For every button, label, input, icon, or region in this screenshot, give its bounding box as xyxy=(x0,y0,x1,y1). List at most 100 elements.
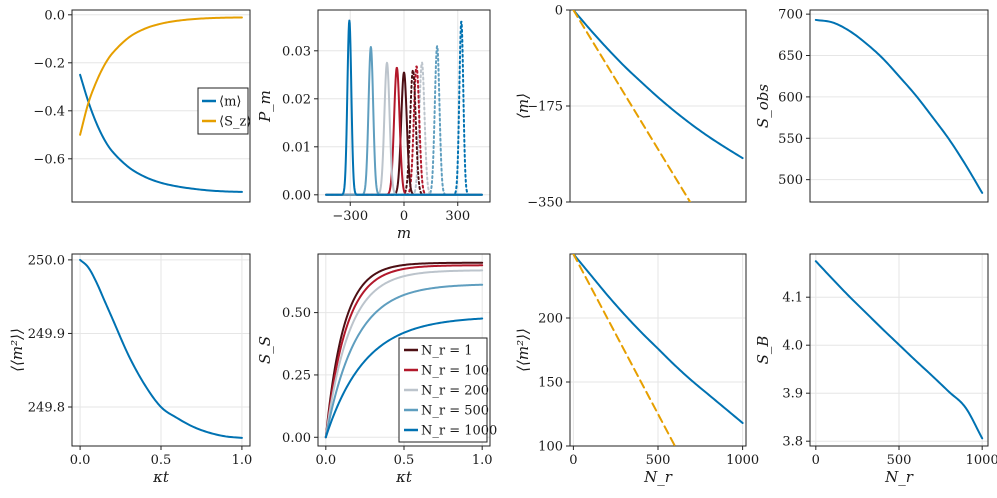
panel-pm-distributions: 0.00 0.01 0.02 0.03 −300 0 300 m P_m xyxy=(256,9,491,242)
x-tick-label: 1000 xyxy=(966,453,997,468)
legend-entry: ⟨S_z⟩ xyxy=(219,115,251,130)
plot-area xyxy=(814,18,984,194)
legend-entry: N_r = 500 xyxy=(421,404,489,419)
y-tick-label: −175 xyxy=(527,100,563,115)
y-axis-label: S_B xyxy=(754,336,772,365)
series-line xyxy=(79,258,243,439)
axes-frame xyxy=(809,253,989,447)
y-tick-label: 200 xyxy=(538,312,563,327)
y-axis-label: P_m xyxy=(256,90,274,123)
x-axis-label: N_r xyxy=(884,468,914,486)
x-tick-label: 0.0 xyxy=(315,453,336,468)
y-tick-label: 500 xyxy=(778,173,803,188)
x-tick-label: 1000 xyxy=(726,453,759,468)
y-tick-label: 4.1 xyxy=(782,291,803,306)
legend-entry: N_r = 1 xyxy=(421,344,473,359)
y-tick-label: 249.9 xyxy=(28,327,65,342)
plot-area xyxy=(79,258,243,439)
gridlines xyxy=(570,9,746,203)
x-tick-label: 0 xyxy=(569,453,577,468)
legend-entry: N_r = 100 xyxy=(421,364,489,379)
axes-frame xyxy=(71,253,251,447)
x-tick-label: 0 xyxy=(812,453,820,468)
legend-entry: ⟨m⟩ xyxy=(219,95,241,110)
plot-area xyxy=(572,10,744,202)
y-axis-label: ⟨m⟩ xyxy=(514,93,532,119)
y-tick-label: 600 xyxy=(778,90,803,105)
legend: ⟨m⟩ ⟨S_z⟩ xyxy=(197,87,251,135)
axes-frame xyxy=(569,253,747,447)
series-line xyxy=(572,10,692,202)
axes-frame xyxy=(317,253,491,447)
x-axis-label: m xyxy=(397,224,411,242)
y-tick-label: 3.9 xyxy=(782,387,803,402)
y-tick-label: 0.03 xyxy=(282,44,311,59)
y-tick-label: −0.6 xyxy=(33,152,65,167)
y-tick-label: −0.2 xyxy=(33,56,65,71)
plot-area xyxy=(325,19,483,196)
plot-area xyxy=(324,261,484,439)
y-tick-label: 0.02 xyxy=(282,92,311,107)
y-tick-label: 550 xyxy=(778,132,803,147)
y-axis-label: ⟨⟨m²⟩⟩ xyxy=(514,328,532,372)
panel-sobs-vs-nr: 700 650 600 550 500 S_obs xyxy=(754,8,989,203)
x-tick-label: 500 xyxy=(646,453,671,468)
gridlines xyxy=(72,254,250,446)
series-line xyxy=(572,254,744,424)
axes-frame xyxy=(317,9,491,203)
series-line xyxy=(324,283,484,439)
series-line xyxy=(324,269,484,439)
legend-box xyxy=(197,87,249,135)
y-tick-label: 0.00 xyxy=(282,188,311,203)
legend-entry: N_r = 200 xyxy=(421,384,489,399)
plot-area xyxy=(572,254,744,446)
y-tick-label: 0.00 xyxy=(282,431,311,446)
gridlines xyxy=(72,14,250,160)
x-tick-label: 0.5 xyxy=(151,453,172,468)
x-tick-label: 0.0 xyxy=(70,453,91,468)
panel-sb-vs-nr: 4.1 4.0 3.9 3.8 0 500 1000 N_r S_B xyxy=(754,253,997,486)
y-tick-label: 0 xyxy=(555,4,563,19)
axes-frame xyxy=(569,9,747,203)
panel-m-vs-nr: 0 −175 −350 ⟨m⟩ xyxy=(514,4,747,211)
series-line xyxy=(79,73,243,193)
series-line xyxy=(324,261,484,439)
series-line xyxy=(572,10,744,160)
x-tick-label: 1.0 xyxy=(232,453,253,468)
x-tick-label: 0 xyxy=(400,209,408,224)
legend: N_r = 1 N_r = 100 N_r = 200 N_r = 500 N_r = … xyxy=(398,337,497,443)
y-tick-label: 700 xyxy=(778,8,803,23)
y-tick-label: 3.8 xyxy=(782,435,803,450)
y-tick-label: 249.8 xyxy=(28,401,65,416)
plot-area xyxy=(814,260,984,440)
axes-frame xyxy=(809,9,989,203)
panel-m2-vs-time: 250.0 249.9 249.8 0.0 0.5 1.0 κt ⟨⟨m²⟩⟩ xyxy=(8,253,252,486)
y-axis-label: S_obs xyxy=(754,84,772,128)
y-tick-label: 100 xyxy=(538,440,563,455)
y-tick-label: 0.0 xyxy=(44,8,65,23)
y-tick-label: 4.0 xyxy=(782,339,803,354)
x-tick-label: 300 xyxy=(445,209,470,224)
series-line xyxy=(324,264,484,439)
x-tick-label: 0.5 xyxy=(394,453,415,468)
y-tick-label: 250.0 xyxy=(28,253,65,268)
y-tick-label: 650 xyxy=(778,49,803,64)
y-tick-label: −0.4 xyxy=(33,104,65,119)
x-axis-label: κt xyxy=(152,468,170,486)
y-axis-label: ⟨⟨m²⟩⟩ xyxy=(8,328,26,372)
series-line xyxy=(814,18,984,194)
series-line xyxy=(79,16,243,136)
y-tick-label: −350 xyxy=(527,196,563,211)
series-line xyxy=(814,260,984,440)
x-tick-label: 500 xyxy=(887,453,912,468)
y-tick-label: 0.50 xyxy=(282,306,311,321)
legend-entry: N_r = 1000 xyxy=(421,424,497,439)
x-axis-label: N_r xyxy=(643,468,673,486)
plot-area xyxy=(79,16,243,193)
x-axis-label: κt xyxy=(395,468,413,486)
y-tick-label: 0.25 xyxy=(282,368,311,383)
y-axis-label: S_S xyxy=(256,336,274,364)
